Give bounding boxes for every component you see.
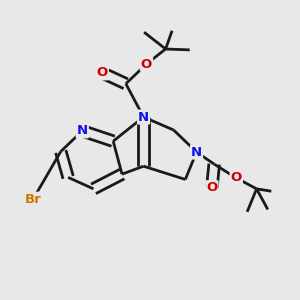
Text: Br: Br xyxy=(25,193,41,206)
Text: O: O xyxy=(206,181,218,194)
Text: N: N xyxy=(138,110,149,124)
Text: O: O xyxy=(97,66,108,80)
Text: O: O xyxy=(141,58,152,70)
Text: N: N xyxy=(191,146,202,159)
Text: O: O xyxy=(231,172,242,184)
Text: N: N xyxy=(77,124,88,137)
